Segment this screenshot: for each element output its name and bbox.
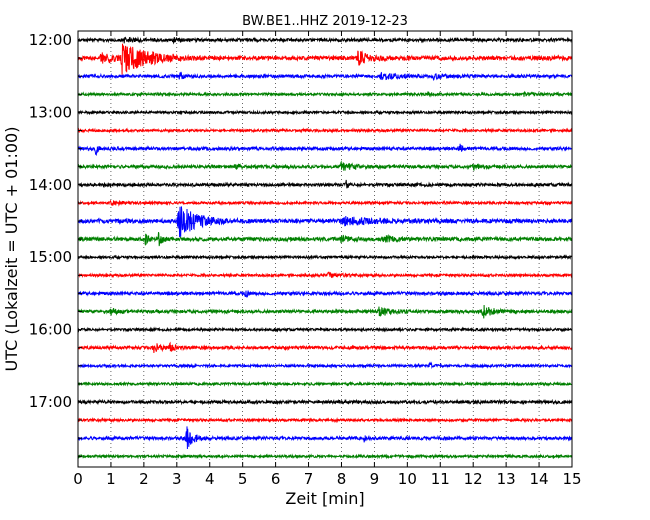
- trace-line: [77, 90, 573, 98]
- trace-line: [77, 231, 573, 247]
- x-tick-label: 11: [431, 470, 450, 488]
- x-tick-label: 2: [139, 470, 149, 488]
- x-tick-label: 1: [106, 470, 116, 488]
- trace-line: [77, 43, 573, 75]
- x-tick-label: 15: [562, 470, 581, 488]
- y-tick-label: 17:00: [29, 393, 72, 411]
- x-tick-label: 7: [304, 470, 314, 488]
- y-tick-label: 12:00: [29, 31, 72, 49]
- trace-line: [77, 426, 573, 450]
- trace-line: [77, 143, 573, 157]
- x-axis-ticks: 0 1 2 3 4 5 6 7 8 9 10 11 12 13 14 15: [73, 31, 582, 488]
- x-tick-label: 14: [530, 470, 549, 488]
- trace-line: [77, 206, 573, 238]
- seismogram-traces: [77, 36, 573, 460]
- trace-line: [77, 416, 573, 424]
- trace-line: [77, 341, 573, 354]
- trace-line: [77, 398, 573, 406]
- x-tick-label: 0: [73, 470, 83, 488]
- y-tick-label: 13:00: [29, 103, 72, 121]
- trace-line: [77, 127, 573, 134]
- trace-line: [77, 453, 573, 460]
- x-tick-label: 4: [205, 470, 215, 488]
- x-tick-label: 5: [238, 470, 248, 488]
- x-tick-label: 8: [337, 470, 347, 488]
- x-tick-label: 10: [398, 470, 417, 488]
- trace-line: [77, 289, 573, 298]
- trace-line: [77, 179, 573, 189]
- chart-title: BW.BE1..HHZ 2019-12-23: [242, 14, 408, 29]
- trace-line: [77, 199, 573, 207]
- vertical-grid: [110, 31, 540, 467]
- trace-line: [77, 361, 573, 370]
- plot-frame: [77, 30, 573, 468]
- trace-line: [77, 380, 573, 387]
- trace-line: [77, 254, 573, 261]
- x-tick-label: 13: [497, 470, 516, 488]
- trace-line: [77, 160, 573, 172]
- trace-line: [77, 271, 573, 279]
- x-tick-label: 6: [271, 470, 281, 488]
- x-tick-label: 3: [172, 470, 182, 488]
- trace-line: [77, 71, 573, 81]
- y-tick-label: 15:00: [29, 248, 72, 266]
- y-tick-label: 16:00: [29, 321, 72, 339]
- trace-line: [77, 326, 573, 333]
- y-axis-ticks: 12:00 13:00 14:00 15:00 16:00 17:00: [29, 31, 82, 457]
- trace-line: [77, 36, 573, 45]
- trace-line: [77, 109, 573, 116]
- x-tick-label: 12: [464, 470, 483, 488]
- y-tick-label: 14:00: [29, 176, 72, 194]
- x-axis-label: Zeit [min]: [285, 489, 364, 508]
- x-tick-label: 9: [370, 470, 380, 488]
- trace-line: [77, 304, 573, 319]
- y-axis-label: UTC (Lokalzeit = UTC + 01:00): [2, 127, 21, 372]
